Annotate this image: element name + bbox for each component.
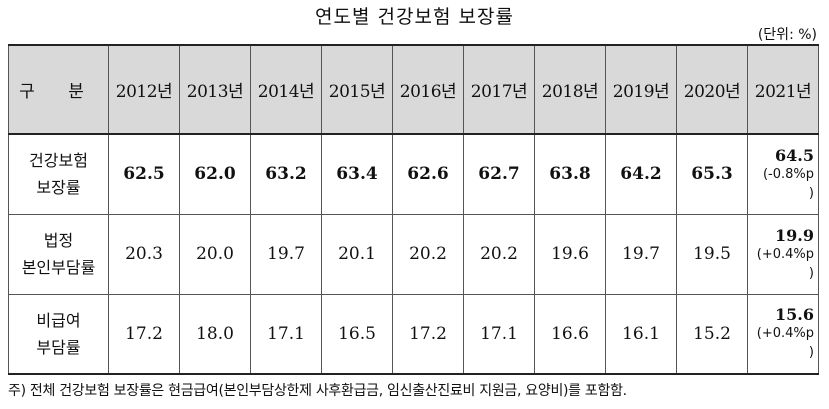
coverage-table: 구 분 2012년 2013년 2014년 2015년 2016년 2017년 …: [8, 44, 819, 375]
latest-change: (-0.8%p: [762, 166, 814, 182]
table-cell: 65.3: [676, 133, 748, 215]
table-cell: 18.0: [179, 293, 251, 375]
table-row: 법정 본인부담률 20.3 20.0 19.7 20.1 20.2 20.2 1…: [8, 213, 819, 295]
latest-value: 19.9: [775, 225, 814, 245]
table-cell: 62.7: [463, 133, 535, 215]
latest-value: 64.5: [775, 145, 814, 165]
latest-change: (+0.4%p: [756, 326, 814, 342]
latest-change-close: ): [808, 345, 814, 361]
header-year: 2014년: [250, 44, 322, 135]
table-cell: 19.6: [534, 213, 606, 295]
table-cell: 62.0: [179, 133, 251, 215]
table-cell: 20.0: [179, 213, 251, 295]
table-cell: 17.2: [392, 293, 464, 375]
table-cell: 62.5: [108, 133, 180, 215]
header-year: 2012년: [108, 44, 180, 135]
table-cell: 20.2: [392, 213, 464, 295]
table-cell: 20.1: [321, 213, 393, 295]
row-label-line: 부담률: [36, 337, 81, 357]
latest-change: (+0.4%p: [756, 246, 814, 262]
row-label-line: 법정: [43, 231, 74, 250]
table-cell: 20.3: [108, 213, 180, 295]
header-label: 구 분: [8, 44, 109, 135]
table-cell: 64.2: [605, 133, 677, 215]
table-cell: 16.1: [605, 293, 677, 375]
header-year: 2020년: [676, 44, 748, 135]
table-cell: 63.4: [321, 133, 393, 215]
table-cell: 63.2: [250, 133, 322, 215]
latest-cell: 15.6 (+0.4%p ): [747, 293, 819, 375]
table-cell: 63.8: [534, 133, 606, 215]
header-year: 2018년: [534, 44, 606, 135]
header-year: 2021년: [747, 44, 819, 135]
unit-label: (단위: %): [757, 27, 817, 43]
row-label-line: 건강보험: [29, 151, 88, 171]
row-label-line: 본인부담률: [21, 258, 96, 277]
latest-value: 15.6: [775, 305, 814, 325]
header-year: 2013년: [179, 44, 251, 135]
header-row: 구 분 2012년 2013년 2014년 2015년 2016년 2017년 …: [8, 44, 819, 135]
table-cell: 20.2: [463, 213, 535, 295]
table-cell: 17.2: [108, 293, 180, 375]
latest-cell: 19.9 (+0.4%p ): [747, 213, 819, 295]
latest-cell: 64.5 (-0.8%p ): [747, 133, 819, 215]
latest-change-close: ): [808, 265, 814, 281]
latest-change-close: ): [808, 185, 814, 201]
header-year: 2019년: [605, 44, 677, 135]
header-year: 2017년: [463, 44, 535, 135]
table-row: 비급여 부담률 17.2 18.0 17.1 16.5 17.2 17.1 16…: [8, 293, 819, 375]
table-cell: 19.5: [676, 213, 748, 295]
table-cell: 19.7: [250, 213, 322, 295]
footnote: 주) 전체 건강보험 보장률은 현금급여(본인부담상한제 사후환급금, 임신출산…: [8, 383, 627, 399]
table-cell: 17.1: [250, 293, 322, 375]
row-label: 건강보험 보장률: [8, 133, 109, 215]
table-cell: 19.7: [605, 213, 677, 295]
table-cell: 16.5: [321, 293, 393, 375]
table-row: 건강보험 보장률 62.5 62.0 63.2 63.4 62.6 62.7 6…: [8, 133, 819, 215]
table-cell: 15.2: [676, 293, 748, 375]
header-year: 2016년: [392, 44, 464, 135]
row-label: 법정 본인부담률: [8, 213, 109, 295]
table-title: 연도별 건강보험 보장률: [315, 6, 514, 28]
table-cell: 62.6: [392, 133, 464, 215]
header-year: 2015년: [321, 44, 393, 135]
table-cell: 16.6: [534, 293, 606, 375]
table-cell: 17.1: [463, 293, 535, 375]
row-label: 비급여 부담률: [8, 293, 109, 375]
row-label-line: 비급여: [36, 310, 81, 330]
row-label-line: 보장률: [36, 178, 81, 198]
